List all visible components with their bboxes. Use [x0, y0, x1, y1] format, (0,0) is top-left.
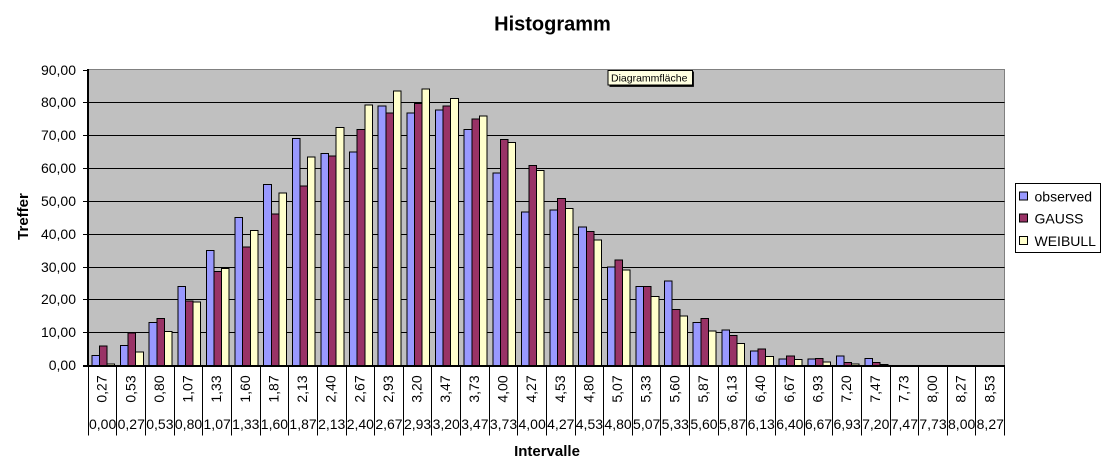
svg-text:7,73: 7,73	[919, 416, 946, 432]
svg-text:5,60: 5,60	[666, 375, 682, 402]
svg-text:3,20: 3,20	[409, 375, 425, 402]
svg-text:90,00: 90,00	[41, 62, 76, 78]
svg-text:8,53: 8,53	[981, 375, 997, 402]
svg-text:1,33: 1,33	[232, 416, 259, 432]
svg-text:1,87: 1,87	[289, 416, 316, 432]
svg-text:5,33: 5,33	[662, 416, 689, 432]
svg-text:6,40: 6,40	[752, 375, 768, 402]
svg-text:4,00: 4,00	[519, 416, 546, 432]
svg-text:7,20: 7,20	[862, 416, 889, 432]
svg-text:1,33: 1,33	[208, 375, 224, 402]
svg-text:20,00: 20,00	[41, 291, 76, 307]
svg-text:GAUSS: GAUSS	[1035, 211, 1084, 227]
svg-text:2,13: 2,13	[294, 375, 310, 402]
svg-text:40,00: 40,00	[41, 226, 76, 242]
svg-text:5,33: 5,33	[638, 375, 654, 402]
svg-text:6,13: 6,13	[748, 416, 775, 432]
svg-text:2,67: 2,67	[375, 416, 402, 432]
svg-text:Histogramm: Histogramm	[494, 14, 611, 36]
svg-text:0,27: 0,27	[118, 416, 145, 432]
svg-text:1,60: 1,60	[237, 375, 253, 402]
svg-text:Treffer: Treffer	[15, 193, 32, 240]
svg-text:0,80: 0,80	[151, 375, 167, 402]
svg-text:80,00: 80,00	[41, 94, 76, 110]
svg-text:1,07: 1,07	[180, 375, 196, 402]
svg-text:6,93: 6,93	[833, 416, 860, 432]
svg-text:3,47: 3,47	[437, 375, 453, 402]
svg-text:0,53: 0,53	[122, 375, 138, 402]
svg-text:3,47: 3,47	[461, 416, 488, 432]
svg-text:WEIBULL: WEIBULL	[1035, 233, 1097, 249]
svg-text:4,00: 4,00	[495, 375, 511, 402]
svg-text:5,87: 5,87	[719, 416, 746, 432]
svg-text:30,00: 30,00	[41, 259, 76, 275]
svg-text:2,93: 2,93	[404, 416, 431, 432]
svg-text:7,47: 7,47	[891, 416, 918, 432]
svg-text:8,00: 8,00	[924, 375, 940, 402]
svg-text:8,27: 8,27	[953, 375, 969, 402]
svg-text:0,53: 0,53	[146, 416, 173, 432]
svg-text:7,20: 7,20	[838, 375, 854, 402]
svg-text:2,40: 2,40	[347, 416, 374, 432]
svg-text:1,07: 1,07	[204, 416, 231, 432]
svg-text:4,53: 4,53	[576, 416, 603, 432]
svg-text:7,47: 7,47	[867, 375, 883, 402]
svg-text:2,40: 2,40	[323, 375, 339, 402]
svg-text:5,87: 5,87	[695, 375, 711, 402]
svg-text:Diagrammfläche: Diagrammfläche	[611, 73, 688, 85]
svg-text:5,07: 5,07	[633, 416, 660, 432]
svg-text:8,27: 8,27	[977, 416, 1004, 432]
svg-text:1,60: 1,60	[261, 416, 288, 432]
svg-text:0,00: 0,00	[49, 357, 76, 373]
svg-text:2,67: 2,67	[351, 375, 367, 402]
svg-text:2,13: 2,13	[318, 416, 345, 432]
svg-text:50,00: 50,00	[41, 193, 76, 209]
svg-text:4,80: 4,80	[604, 416, 631, 432]
svg-text:8,00: 8,00	[948, 416, 975, 432]
svg-text:6,13: 6,13	[724, 375, 740, 402]
svg-text:observed: observed	[1035, 189, 1093, 205]
svg-text:Intervalle: Intervalle	[514, 443, 580, 460]
svg-text:1,87: 1,87	[265, 375, 281, 402]
svg-text:70,00: 70,00	[41, 127, 76, 143]
svg-text:0,00: 0,00	[89, 416, 116, 432]
svg-text:6,93: 6,93	[809, 375, 825, 402]
svg-text:4,53: 4,53	[552, 375, 568, 402]
svg-text:10,00: 10,00	[41, 324, 76, 340]
svg-text:2,93: 2,93	[380, 375, 396, 402]
svg-text:6,67: 6,67	[781, 375, 797, 402]
svg-text:0,27: 0,27	[94, 375, 110, 402]
svg-text:6,40: 6,40	[776, 416, 803, 432]
svg-text:7,73: 7,73	[895, 375, 911, 402]
svg-text:6,67: 6,67	[805, 416, 832, 432]
svg-text:4,27: 4,27	[547, 416, 574, 432]
svg-text:5,07: 5,07	[609, 375, 625, 402]
svg-text:4,80: 4,80	[580, 375, 596, 402]
svg-text:5,60: 5,60	[690, 416, 717, 432]
svg-text:0,80: 0,80	[175, 416, 202, 432]
svg-text:3,73: 3,73	[466, 375, 482, 402]
svg-text:4,27: 4,27	[523, 375, 539, 402]
svg-text:3,20: 3,20	[433, 416, 460, 432]
svg-text:60,00: 60,00	[41, 160, 76, 176]
svg-text:3,73: 3,73	[490, 416, 517, 432]
